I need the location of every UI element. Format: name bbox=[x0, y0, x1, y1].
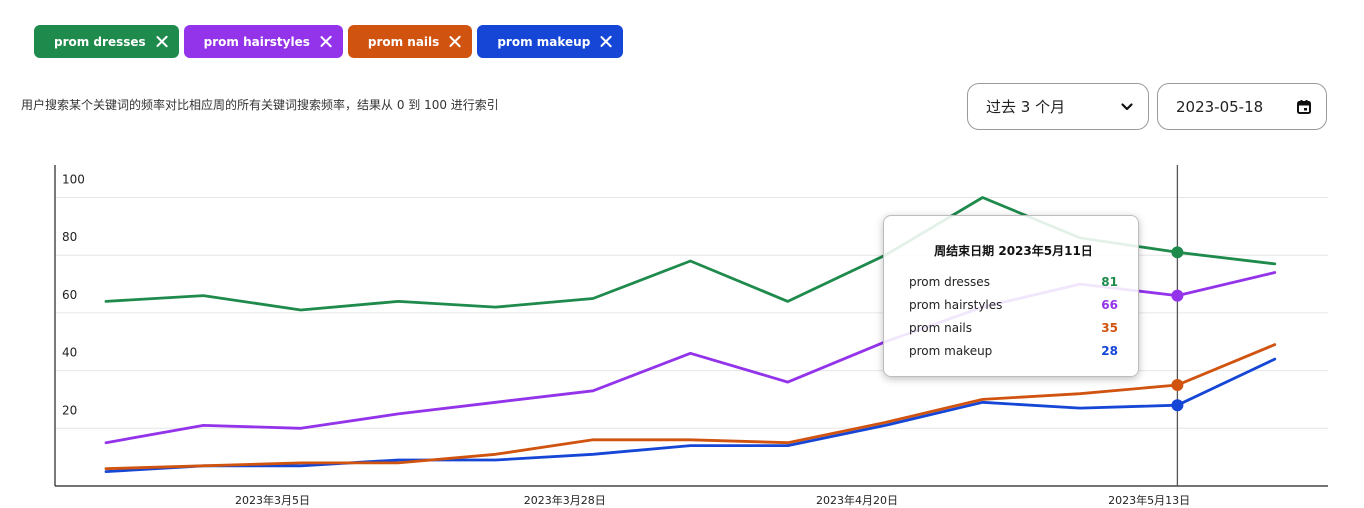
hover-point-prom-dresses bbox=[1171, 246, 1184, 259]
chip-label: prom dresses bbox=[54, 34, 146, 49]
end-date-value: 2023-05-18 bbox=[1176, 97, 1264, 116]
y-tick-label: 40 bbox=[62, 346, 77, 360]
tooltip-series-value: 66 bbox=[1101, 298, 1118, 312]
keyword-chip-prom-makeup[interactable]: prom makeup bbox=[477, 25, 624, 58]
tooltip-series-name: prom makeup bbox=[909, 344, 993, 358]
tooltip-title: 周结束日期 2023年5月11日 bbox=[934, 244, 1093, 258]
tooltip-series-name: prom hairstyles bbox=[909, 298, 1003, 312]
tooltip-row: prom makeup 28 bbox=[909, 340, 1118, 363]
y-tick-label: 100 bbox=[62, 173, 85, 187]
keyword-chip-prom-nails[interactable]: prom nails bbox=[347, 25, 473, 58]
hover-point-prom-makeup bbox=[1171, 399, 1184, 412]
keyword-chip-prom-hairstyles[interactable]: prom hairstyles bbox=[183, 25, 343, 58]
chip-label: prom hairstyles bbox=[203, 34, 310, 49]
time-range-label: 过去 3 个月 bbox=[986, 98, 1066, 116]
chevron-down-icon bbox=[1121, 102, 1133, 110]
tooltip-row: prom nails 35 bbox=[909, 317, 1118, 340]
tooltip-series-name: prom dresses bbox=[909, 275, 990, 289]
tooltip-series-value: 28 bbox=[1101, 344, 1118, 358]
chart-description: 用户搜索某个关键词的频率对比相应周的所有关键词搜索频率，结果从 0 到 100 … bbox=[21, 98, 499, 112]
series-line-prom-nails bbox=[104, 343, 1277, 471]
tooltip-row: prom hairstyles 66 bbox=[909, 294, 1118, 317]
y-tick-label: 60 bbox=[62, 288, 77, 302]
hover-tooltip: 周结束日期 2023年5月11日 prom dresses 81 prom ha… bbox=[883, 215, 1139, 377]
end-date-picker[interactable]: 2023-05-18 bbox=[1157, 83, 1327, 130]
y-tick-label: 20 bbox=[62, 403, 77, 417]
hover-point-prom-hairstyles bbox=[1171, 289, 1184, 302]
x-tick-label: 2023年3月5日 bbox=[235, 493, 310, 507]
x-tick-label: 2023年4月20日 bbox=[816, 493, 898, 507]
keyword-chip-prom-dresses[interactable]: prom dresses bbox=[34, 25, 179, 58]
y-tick-label: 80 bbox=[62, 230, 77, 244]
tooltip-series-value: 35 bbox=[1101, 321, 1118, 335]
time-range-select[interactable]: 过去 3 个月 bbox=[967, 83, 1149, 130]
calendar-icon bbox=[1297, 99, 1311, 114]
tooltip-series-value: 81 bbox=[1101, 275, 1118, 289]
series-line-prom-makeup bbox=[104, 357, 1277, 474]
keyword-chips: prom dresses prom hairstyles prom nails … bbox=[34, 25, 624, 58]
x-tick-label: 2023年3月28日 bbox=[524, 493, 606, 507]
tooltip-row: prom dresses 81 bbox=[909, 271, 1118, 294]
x-tick-label: 2023年5月13日 bbox=[1108, 493, 1190, 507]
chip-label: prom makeup bbox=[497, 34, 591, 49]
chip-label: prom nails bbox=[367, 34, 440, 49]
tooltip-series-name: prom nails bbox=[909, 321, 973, 335]
hover-point-prom-nails bbox=[1171, 379, 1184, 392]
